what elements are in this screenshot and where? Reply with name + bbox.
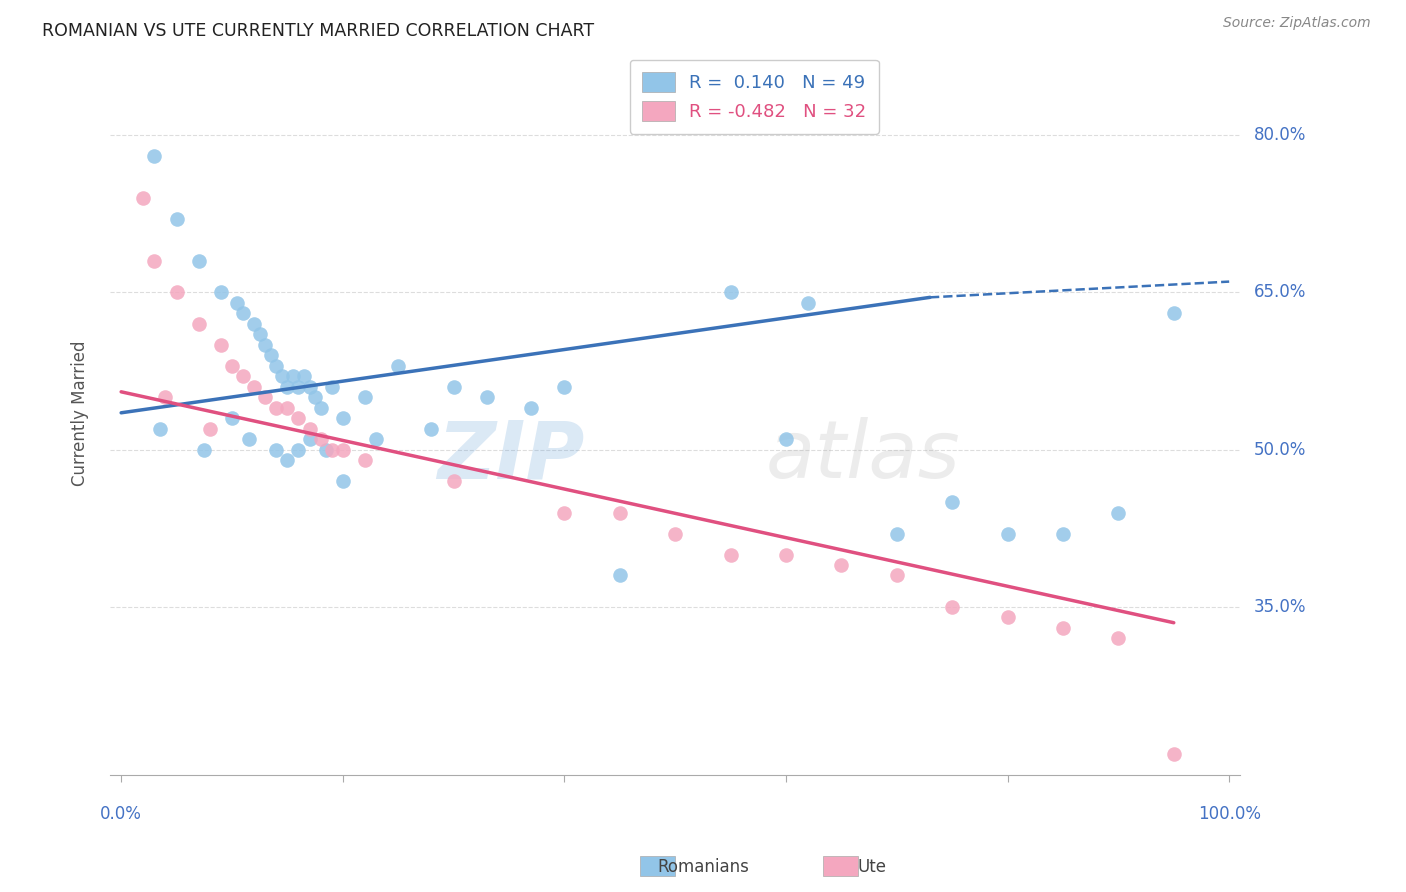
Point bbox=[1163, 747, 1185, 761]
Point bbox=[1107, 506, 1129, 520]
Point bbox=[254, 337, 277, 351]
Point bbox=[143, 253, 166, 268]
Point bbox=[238, 432, 260, 446]
Point bbox=[443, 474, 465, 488]
Text: 0.0%: 0.0% bbox=[100, 805, 142, 823]
Point bbox=[149, 421, 172, 435]
Text: ROMANIAN VS UTE CURRENTLY MARRIED CORRELATION CHART: ROMANIAN VS UTE CURRENTLY MARRIED CORREL… bbox=[42, 22, 595, 40]
Point bbox=[243, 379, 266, 393]
Point bbox=[264, 401, 287, 415]
Point bbox=[249, 327, 271, 342]
Point bbox=[997, 526, 1019, 541]
Text: Ute: Ute bbox=[858, 858, 886, 876]
Point bbox=[315, 442, 337, 457]
Text: 50.0%: 50.0% bbox=[1254, 441, 1306, 458]
Point bbox=[221, 411, 243, 425]
Point bbox=[354, 390, 377, 404]
Point bbox=[287, 442, 309, 457]
Point bbox=[298, 432, 321, 446]
Point bbox=[166, 285, 188, 299]
Point bbox=[321, 442, 343, 457]
Point bbox=[166, 211, 188, 226]
Point bbox=[609, 506, 631, 520]
Text: 35.0%: 35.0% bbox=[1254, 598, 1306, 616]
Point bbox=[292, 369, 315, 384]
Point bbox=[775, 432, 797, 446]
Text: atlas: atlas bbox=[766, 417, 960, 495]
Point bbox=[321, 379, 343, 393]
Legend: R =  0.140   N = 49, R = -0.482   N = 32: R = 0.140 N = 49, R = -0.482 N = 32 bbox=[630, 60, 879, 134]
Text: Source: ZipAtlas.com: Source: ZipAtlas.com bbox=[1223, 16, 1371, 30]
Point bbox=[198, 421, 221, 435]
Point bbox=[664, 526, 686, 541]
Point bbox=[309, 401, 332, 415]
Point bbox=[1163, 306, 1185, 320]
Text: 65.0%: 65.0% bbox=[1254, 283, 1306, 301]
Point bbox=[997, 610, 1019, 624]
Point bbox=[226, 295, 249, 310]
Point bbox=[332, 474, 354, 488]
Point bbox=[309, 432, 332, 446]
Point bbox=[209, 285, 232, 299]
Point bbox=[387, 359, 409, 373]
Point bbox=[281, 369, 304, 384]
Point bbox=[1052, 526, 1074, 541]
Point bbox=[287, 411, 309, 425]
Point bbox=[420, 421, 443, 435]
Point bbox=[276, 453, 298, 467]
Point bbox=[941, 599, 963, 614]
Point bbox=[475, 390, 498, 404]
Point bbox=[886, 526, 908, 541]
Text: 100.0%: 100.0% bbox=[1198, 805, 1261, 823]
Point bbox=[287, 379, 309, 393]
Point bbox=[221, 359, 243, 373]
Point bbox=[209, 337, 232, 351]
Point bbox=[187, 253, 209, 268]
Text: ZIP: ZIP bbox=[437, 417, 585, 495]
Point bbox=[720, 285, 742, 299]
Point bbox=[298, 421, 321, 435]
Point bbox=[720, 548, 742, 562]
Point bbox=[243, 317, 266, 331]
Point bbox=[276, 401, 298, 415]
Point bbox=[364, 432, 387, 446]
Text: Romanians: Romanians bbox=[657, 858, 749, 876]
Point bbox=[193, 442, 215, 457]
Point bbox=[553, 506, 575, 520]
Point bbox=[232, 306, 254, 320]
Point bbox=[941, 495, 963, 509]
Point bbox=[270, 369, 292, 384]
Point bbox=[520, 401, 543, 415]
Y-axis label: Currently Married: Currently Married bbox=[72, 340, 89, 485]
Point bbox=[1052, 621, 1074, 635]
Point bbox=[260, 348, 283, 362]
Point bbox=[886, 568, 908, 582]
Text: 80.0%: 80.0% bbox=[1254, 126, 1306, 144]
Point bbox=[332, 442, 354, 457]
Point bbox=[354, 453, 377, 467]
Point bbox=[298, 379, 321, 393]
Point bbox=[232, 369, 254, 384]
Point bbox=[276, 379, 298, 393]
Point bbox=[264, 442, 287, 457]
Point bbox=[1107, 632, 1129, 646]
Point bbox=[132, 191, 155, 205]
Point bbox=[304, 390, 326, 404]
Point bbox=[830, 558, 852, 572]
Point bbox=[775, 548, 797, 562]
Point bbox=[797, 295, 820, 310]
Point bbox=[187, 317, 209, 331]
Point bbox=[443, 379, 465, 393]
Point bbox=[155, 390, 177, 404]
Point bbox=[143, 148, 166, 162]
Point bbox=[553, 379, 575, 393]
Point bbox=[264, 359, 287, 373]
Point bbox=[609, 568, 631, 582]
Point bbox=[254, 390, 277, 404]
Point bbox=[332, 411, 354, 425]
